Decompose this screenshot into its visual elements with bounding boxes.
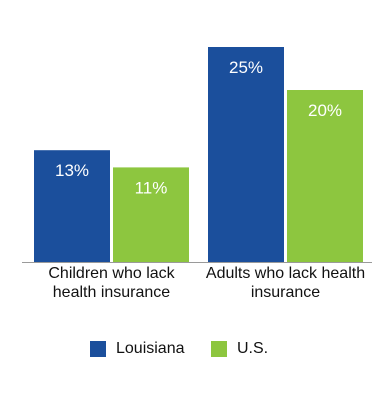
bar	[113, 167, 189, 262]
value-label: 11%	[135, 178, 168, 197]
value-label: 13%	[55, 161, 89, 180]
bar	[287, 90, 363, 262]
category-label: Children who lack health insurance	[48, 265, 175, 301]
value-label: 25%	[229, 58, 263, 77]
legend-swatch	[211, 341, 227, 357]
value-label: 20%	[308, 101, 342, 120]
category-label: Adults who lack health insurance	[205, 265, 366, 301]
legend-label: U.S.	[237, 340, 269, 357]
bar	[34, 150, 110, 262]
legend-swatch	[90, 341, 106, 357]
bar	[208, 47, 284, 262]
legend-label: Louisiana	[116, 340, 185, 357]
